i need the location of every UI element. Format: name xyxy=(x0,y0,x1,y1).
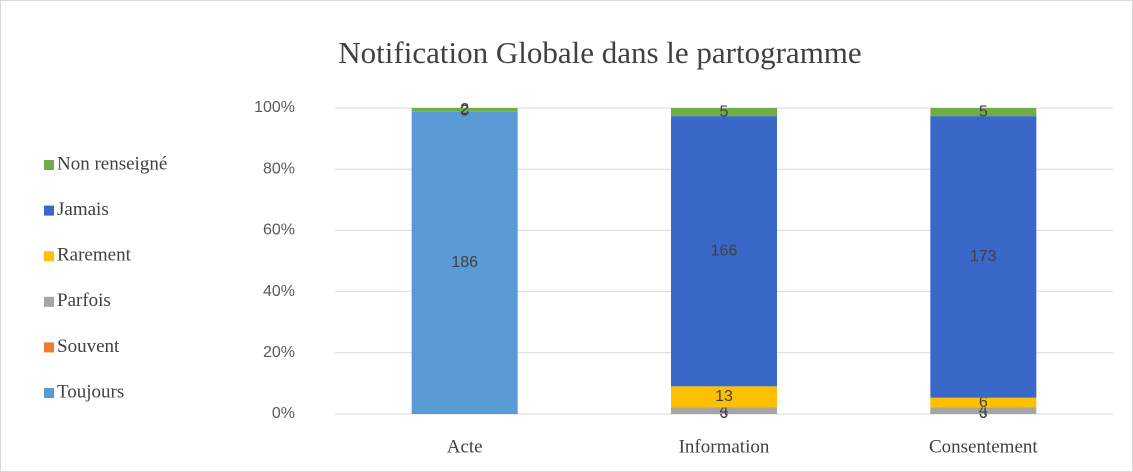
y-tick-label: 40% xyxy=(263,283,295,300)
bar-segment xyxy=(671,108,777,117)
bar-segment xyxy=(930,108,1037,117)
bar-segment xyxy=(411,108,518,112)
legend-label: Toujours xyxy=(57,381,124,402)
data-label: 166 xyxy=(711,242,738,259)
bar-segment xyxy=(671,407,777,414)
legend-swatch xyxy=(44,296,54,307)
bar-segment xyxy=(671,116,777,387)
data-label: 6 xyxy=(979,394,988,411)
chart-title: Notification Globale dans le partogramme xyxy=(338,35,861,70)
x-tick-label: Information xyxy=(679,436,770,457)
y-tick-label: 20% xyxy=(263,344,295,361)
data-label: 13 xyxy=(715,388,733,405)
y-tick-label: 0% xyxy=(272,405,295,422)
x-tick-label: Acte xyxy=(447,436,483,457)
x-tick-label: Consentement xyxy=(929,436,1038,457)
y-tick-label: 80% xyxy=(263,160,295,177)
legend-swatch xyxy=(44,342,54,353)
bar-segment xyxy=(930,407,1037,414)
bar-segment xyxy=(411,111,518,415)
data-label: 4 xyxy=(979,402,988,419)
legend-label: Non renseigné xyxy=(57,153,167,174)
y-tick-label: 100% xyxy=(254,99,295,116)
data-label: 5 xyxy=(979,103,988,120)
data-label: 2 xyxy=(460,101,469,118)
bar-segment xyxy=(930,116,1037,398)
data-label: 173 xyxy=(970,248,997,265)
legend-swatch xyxy=(44,388,54,398)
data-label: 186 xyxy=(451,254,478,271)
legend-label: Jamais xyxy=(57,199,109,220)
data-label: 5 xyxy=(720,103,729,120)
legend-label: Rarement xyxy=(57,245,132,266)
legend-swatch xyxy=(44,160,54,170)
y-tick-label: 60% xyxy=(263,222,295,239)
data-label: 4 xyxy=(720,402,729,419)
legend-swatch xyxy=(44,205,54,216)
bar-segment xyxy=(671,386,777,408)
bar-segment xyxy=(930,397,1037,408)
legend-swatch xyxy=(44,251,54,262)
legend-label: Parfois xyxy=(57,290,111,311)
legend-label: Souvent xyxy=(57,336,120,357)
